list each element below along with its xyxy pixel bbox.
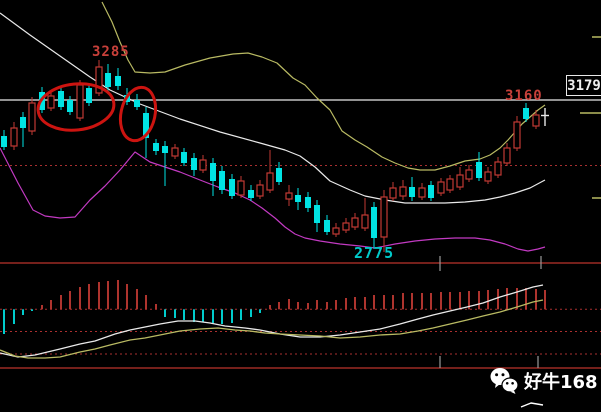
watermark-text: 好牛168 xyxy=(524,371,598,393)
watermark: 好牛168 xyxy=(489,367,598,394)
current-price-value: 3179 xyxy=(567,77,601,94)
wechat-icon xyxy=(489,367,519,394)
current-price-box: 3179 xyxy=(566,75,601,96)
peak-price-label: 3285 xyxy=(92,44,130,60)
recent-high-price-label: 3160 xyxy=(505,88,543,104)
low-price-label: 2775 xyxy=(354,244,395,262)
